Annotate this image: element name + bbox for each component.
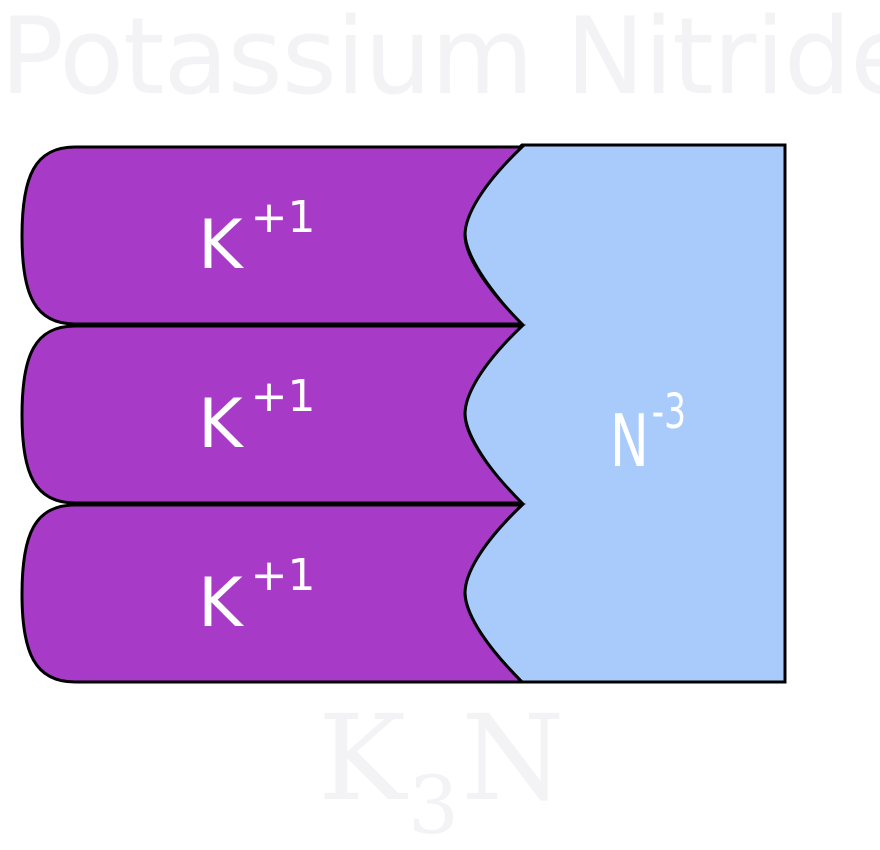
cation-block-1 bbox=[20, 145, 526, 326]
cation-symbol-3: K bbox=[198, 564, 245, 643]
chemical-formula: K3N bbox=[318, 688, 565, 850]
formula-subscript: 3 bbox=[408, 759, 460, 850]
formula-element-2: N bbox=[461, 689, 565, 827]
cation-symbol-2: K bbox=[198, 385, 245, 464]
anion-charge: -3 bbox=[652, 383, 686, 439]
cation-charge-3: +1 bbox=[251, 550, 316, 601]
anion-label: N-3 bbox=[610, 383, 686, 483]
cation-charge-2: +1 bbox=[251, 371, 316, 422]
anion-symbol: N bbox=[610, 399, 649, 483]
cation-label-3: K +1 bbox=[198, 550, 315, 643]
cation-label-2: K +1 bbox=[198, 371, 315, 464]
diagram-title: Potassium Nitride bbox=[0, 0, 880, 118]
cation-symbol-1: K bbox=[198, 206, 245, 285]
cation-label-1: K +1 bbox=[198, 192, 315, 285]
cation-charge-1: +1 bbox=[251, 192, 316, 243]
cation-block-3 bbox=[20, 503, 526, 684]
formula-element-1: K bbox=[318, 689, 407, 827]
cation-block-2 bbox=[20, 324, 526, 505]
